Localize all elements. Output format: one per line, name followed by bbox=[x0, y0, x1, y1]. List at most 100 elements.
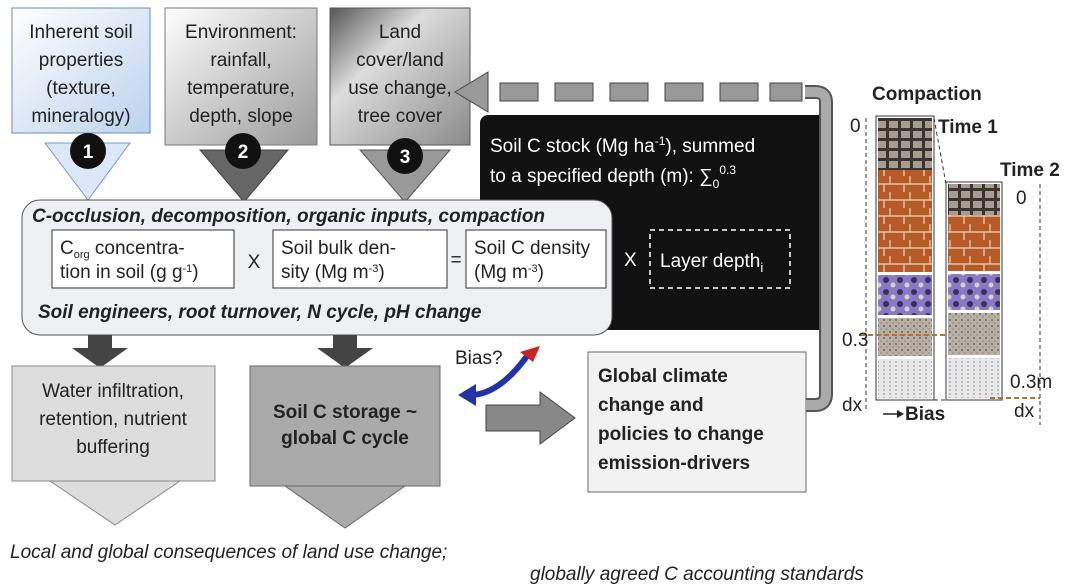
label: Soil C storage ~ bbox=[273, 402, 417, 423]
text: i bbox=[760, 260, 763, 275]
label: depth, slope bbox=[189, 106, 293, 127]
arrow bbox=[283, 485, 407, 529]
label: Time 1 bbox=[938, 117, 998, 138]
label: Inherent soil bbox=[29, 22, 133, 43]
label: tree cover bbox=[358, 106, 443, 127]
label: properties bbox=[39, 50, 124, 71]
label: mineralogy) bbox=[31, 106, 130, 127]
bias-label: Bias? bbox=[455, 348, 503, 369]
text: -3 bbox=[528, 263, 538, 275]
operator: X bbox=[248, 252, 261, 273]
guide bbox=[865, 117, 1041, 425]
text: sity (Mg m bbox=[281, 262, 369, 283]
label: rainfall, bbox=[210, 50, 271, 71]
text: -3 bbox=[369, 263, 379, 275]
label: emission-drivers bbox=[598, 453, 750, 474]
term-box bbox=[272, 229, 448, 289]
term-text: Corg concentra- bbox=[60, 238, 185, 261]
number-badge bbox=[70, 133, 106, 169]
arrowhead bbox=[458, 384, 476, 406]
text: ) bbox=[538, 262, 544, 283]
label: 0 bbox=[850, 116, 861, 137]
layer bbox=[948, 184, 1000, 215]
label: policies to change bbox=[598, 424, 764, 445]
term-text: Soil bulk den- bbox=[281, 238, 396, 259]
text: Layer depth bbox=[660, 251, 760, 272]
text: 0 bbox=[713, 177, 720, 191]
number-badge bbox=[387, 138, 423, 174]
term-text: tion in soil (g g-1) bbox=[60, 262, 199, 283]
text: concentra- bbox=[90, 238, 185, 259]
factor-box bbox=[164, 7, 318, 146]
label: Bias bbox=[905, 404, 945, 425]
stock-text: to a specified depth (m): ∑00.3 bbox=[490, 163, 736, 191]
arrowhead bbox=[897, 410, 904, 418]
label: Environment: bbox=[185, 22, 297, 43]
term-text: Soil C density bbox=[474, 238, 591, 259]
label: global C cycle bbox=[281, 428, 409, 449]
label: cover/land bbox=[356, 50, 444, 71]
profile bbox=[875, 115, 935, 401]
arrow bbox=[317, 335, 373, 368]
label: Land bbox=[379, 22, 421, 43]
layer bbox=[878, 170, 932, 272]
term-box bbox=[465, 229, 607, 289]
outcome-box bbox=[249, 365, 441, 487]
term-box bbox=[51, 229, 235, 289]
process-footer: Soil engineers, root turnover, N cycle, … bbox=[38, 302, 482, 323]
layer bbox=[878, 118, 932, 170]
compaction-title: Compaction bbox=[872, 84, 982, 105]
text: ), summed bbox=[665, 136, 755, 157]
connector bbox=[805, 87, 831, 410]
text: 0.3 bbox=[719, 163, 736, 177]
factor-box bbox=[11, 7, 151, 134]
number: 2 bbox=[238, 142, 249, 163]
arrow bbox=[485, 391, 576, 445]
arrow bbox=[72, 335, 128, 368]
number-badge bbox=[225, 133, 261, 169]
operator: = bbox=[450, 250, 461, 271]
process-title: C-occlusion, decomposition, organic inpu… bbox=[32, 206, 545, 227]
operator: X bbox=[624, 250, 637, 271]
policy-box bbox=[587, 351, 807, 493]
text: -1 bbox=[655, 134, 666, 148]
label: Time 2 bbox=[1000, 160, 1060, 181]
label: 0.3m bbox=[1010, 372, 1052, 393]
factor-text: Inherent soil properties (texture, miner… bbox=[29, 22, 452, 127]
stock-text: Soil C stock (Mg ha-1), summed bbox=[490, 134, 755, 157]
factor-box bbox=[329, 7, 471, 146]
label: 0 bbox=[1016, 188, 1027, 209]
number: 3 bbox=[400, 147, 411, 168]
text: ) bbox=[192, 262, 198, 283]
profile bbox=[945, 181, 1003, 401]
term-text: (Mg m-3) bbox=[474, 262, 544, 283]
consequence: globally agreed C accounting standards bbox=[530, 564, 864, 585]
layer bbox=[948, 274, 1000, 310]
label: dx bbox=[842, 395, 863, 416]
number: 1 bbox=[83, 142, 94, 163]
text: -1 bbox=[183, 263, 193, 275]
layer bbox=[878, 275, 932, 315]
label: Global climate bbox=[598, 366, 728, 387]
label: (texture, bbox=[46, 78, 116, 99]
label: retention, nutrient bbox=[39, 409, 188, 430]
text: ) bbox=[378, 262, 384, 283]
text: org bbox=[74, 249, 90, 261]
layer bbox=[878, 359, 932, 398]
consequence: Local and global consequences of land us… bbox=[10, 542, 447, 563]
label: 0.3 bbox=[842, 330, 868, 351]
layer bbox=[878, 318, 932, 356]
text: to a specified depth (m): ∑ bbox=[490, 166, 713, 187]
label: buffering bbox=[76, 437, 150, 458]
layer bbox=[948, 358, 1000, 398]
layer-text: Layer depthi bbox=[660, 251, 763, 275]
arrow bbox=[48, 480, 182, 526]
label: use change, bbox=[348, 78, 452, 99]
arrowhead bbox=[520, 346, 540, 362]
text: C bbox=[60, 238, 74, 259]
dashed-arrow bbox=[454, 71, 803, 113]
label: change and bbox=[598, 395, 704, 416]
label: Water infiltration, bbox=[42, 381, 184, 402]
label: dx bbox=[1014, 401, 1035, 422]
